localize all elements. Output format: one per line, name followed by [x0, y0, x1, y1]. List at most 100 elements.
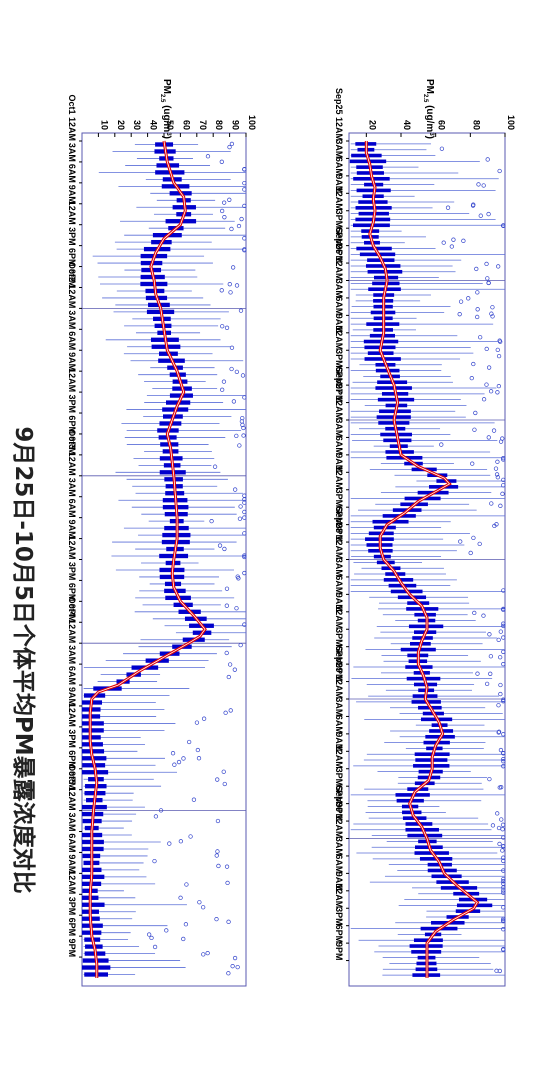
outlier-point [229, 345, 235, 350]
outlier-point [188, 834, 193, 839]
outlier-point [491, 428, 497, 433]
time-tick-label: 6AM [67, 164, 77, 183]
outlier-point [164, 928, 169, 933]
box [82, 728, 104, 733]
time-tick-label: 3PM [334, 489, 344, 508]
outlier-point [501, 623, 506, 629]
time-tick-label: 6PM [67, 248, 77, 267]
outlier-point [219, 159, 224, 164]
outlier-point [224, 586, 230, 591]
mean-line-core [365, 141, 478, 978]
outlier-point [209, 518, 214, 524]
time-tick-label: 6AM [334, 157, 344, 176]
outlier-point [484, 681, 490, 687]
figure-title: 9月25日-10月5日个体平均PM暴露浓度对比 [10, 426, 37, 893]
outlier-point [226, 971, 231, 976]
outlier-point [194, 720, 200, 725]
outlier-point [212, 464, 218, 469]
outlier-point [501, 606, 506, 612]
value-tick-label: 60 [181, 120, 191, 130]
time-tick-label: 9PM [67, 771, 77, 790]
outlier-point [458, 299, 464, 304]
outlier-point [178, 839, 184, 844]
outlier-point [224, 603, 229, 608]
time-tick-label: 6AM [334, 575, 344, 594]
outlier-point [501, 764, 506, 769]
outlier-point [501, 223, 506, 229]
outlier-point [501, 879, 506, 884]
time-tick-label: 9AM [67, 854, 77, 873]
value-tick-label: 40 [402, 120, 412, 130]
outlier-point [498, 747, 504, 753]
time-tick-label: Sep25 12AM [334, 88, 344, 141]
outlier-point [457, 312, 462, 317]
outlier-point [501, 649, 506, 654]
outlier-point [470, 461, 475, 466]
outlier-point [501, 855, 506, 860]
outlier-point [472, 427, 477, 432]
outlier-point [184, 882, 189, 887]
time-tick-label: 9AM [67, 520, 77, 539]
outlier-point [232, 955, 238, 961]
outlier-point [237, 443, 242, 448]
outlier-point [500, 827, 505, 832]
outlier-point [490, 314, 495, 319]
outlier-point [224, 325, 230, 330]
outlier-point [501, 699, 506, 704]
outlier-point [501, 588, 506, 593]
outlier-point [228, 290, 233, 295]
outlier-point [224, 864, 230, 869]
value-tick-label: 50 [165, 120, 175, 130]
outlier-point [186, 739, 192, 745]
outlier-point [197, 900, 202, 905]
outlier-point [238, 308, 244, 313]
outlier-point [501, 888, 506, 893]
outlier-point [242, 554, 247, 560]
outlier-point [501, 477, 506, 483]
outlier-point [501, 661, 506, 667]
outlier-point [242, 515, 247, 520]
time-tick-label: 12AM [67, 201, 77, 225]
time-tick-label: Sep30 12AM [334, 785, 344, 838]
time-tick-label: 6AM [67, 666, 77, 685]
time-tick-label: 9PM [67, 604, 77, 623]
time-tick-label: 9PM [334, 803, 344, 822]
value-axis-label: PM2.5 (ug/m3) [159, 79, 172, 139]
time-tick-label: 9AM [334, 174, 344, 193]
outlier-point [487, 632, 492, 637]
outlier-point [224, 650, 229, 656]
outlier-point [229, 366, 234, 372]
outlier-point [236, 223, 242, 229]
outlier-point [227, 282, 232, 287]
outlier-point [496, 703, 501, 708]
value-tick-label: 90 [231, 120, 241, 130]
outlier-point [478, 213, 483, 218]
time-tick-label: 9PM [67, 939, 77, 958]
outlier-point [458, 539, 463, 544]
outlier-point [222, 200, 227, 205]
outlier-point [501, 635, 506, 640]
time-tick-label: 6AM [67, 331, 77, 350]
outlier-point [496, 383, 501, 389]
time-tick-label: 6PM [67, 750, 77, 769]
outlier-point [498, 439, 504, 444]
time-tick-label: 9AM [334, 593, 344, 612]
outlier-point [242, 570, 247, 576]
outlier-point [230, 265, 236, 270]
outlier-point [225, 880, 230, 886]
time-tick-label: 3PM [67, 729, 77, 748]
outlier-point [469, 376, 474, 381]
outlier-point [485, 276, 490, 281]
outlier-point [501, 918, 506, 924]
outlier-point [498, 655, 503, 660]
time-tick-label: 12AM [67, 870, 77, 894]
time-tick-label: 3PM [334, 628, 344, 647]
outlier-point [239, 419, 245, 424]
time-tick-label: 3AM [334, 418, 344, 437]
outlier-point [495, 811, 500, 816]
time-tick-label: 3PM [67, 562, 77, 581]
time-tick-label: 6AM [67, 833, 77, 852]
outlier-point [152, 858, 157, 864]
outlier-point [498, 503, 503, 508]
